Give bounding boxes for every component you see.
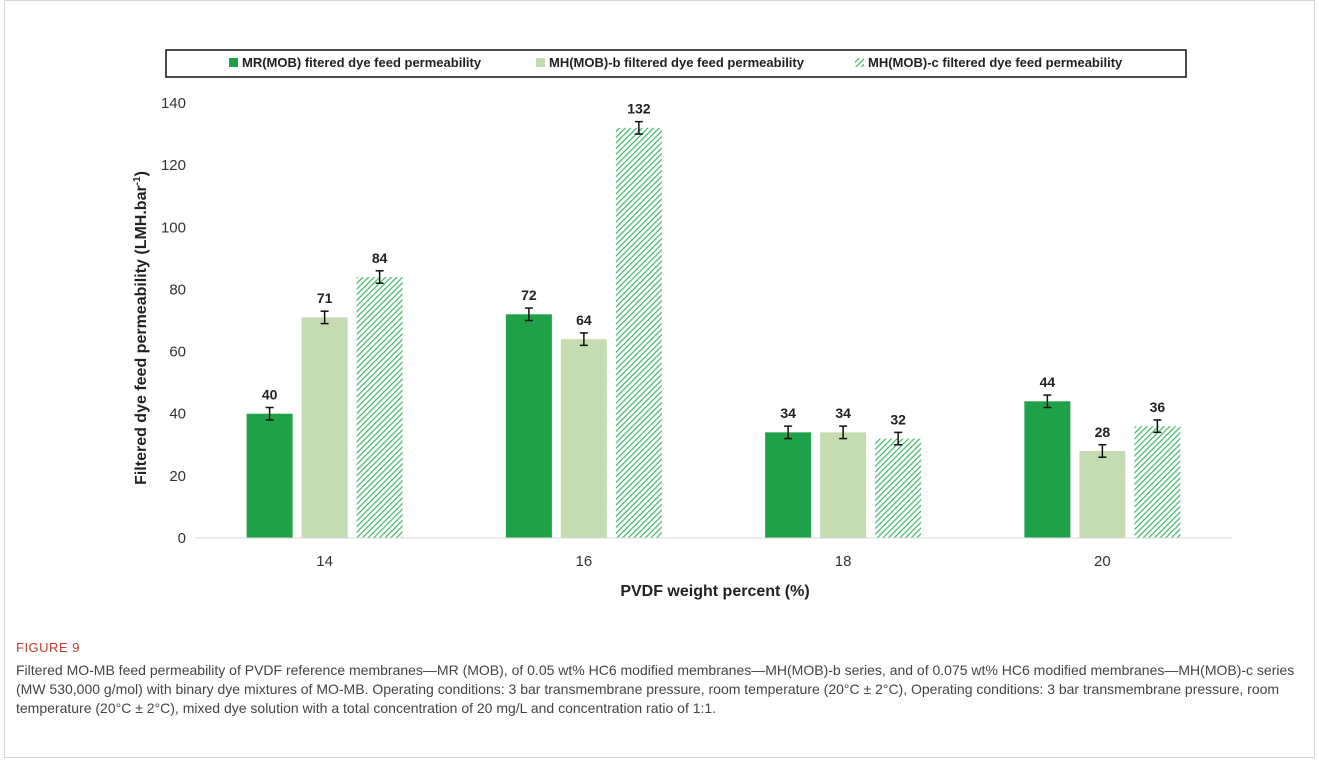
bar-16-series-1 [505,314,552,538]
data-label: 36 [1150,399,1166,415]
legend-label: MR(MOB) fitered dye feed permeability [242,55,482,70]
bar-14-series-1 [246,413,293,538]
y-tick-label: 80 [169,281,186,298]
figure-frame [4,0,1315,758]
legend-swatch [536,58,545,67]
y-tick-label: 140 [161,95,186,112]
data-label: 132 [627,101,651,117]
bar-18-series-1 [765,432,812,538]
bar-14-series-3 [356,277,403,538]
data-label: 71 [317,290,333,306]
bar-20-series-3 [1134,426,1181,538]
data-label: 32 [890,411,906,427]
legend-label: MH(MOB)-b filtered dye feed permeability [549,55,805,70]
y-axis: 0 20 40 60 80 100 120 140 [161,95,186,547]
chart-legend: MR(MOB) fitered dye feed permeability MH(… [165,49,1187,78]
legend-label: MH(MOB)-c filtered dye feed permeability [868,55,1123,70]
data-label: 84 [372,250,388,266]
bar-14-series-2 [301,317,348,538]
figure-caption: FIGURE 9 Filtered MO-MB feed permeabilit… [16,640,1306,718]
x-tick-label: 20 [1094,553,1111,570]
data-label: 72 [521,287,537,303]
data-label: 40 [262,387,278,403]
bar-chart: MR(MOB) fitered dye feed permeability MH(… [132,49,1232,600]
bar-20-series-2 [1079,451,1126,538]
data-label: 28 [1095,424,1111,440]
x-axis-title: PVDF weight percent (%) [620,583,809,600]
bar-18-series-3 [875,438,922,538]
data-label: 34 [835,405,851,421]
legend-swatch [855,58,864,67]
bar-16-series-3 [615,127,662,538]
y-tick-label: 60 [169,344,186,361]
x-tick-label: 18 [835,553,852,570]
data-label: 44 [1040,374,1056,390]
figure-label: FIGURE 9 [16,640,80,655]
y-tick-label: 0 [178,530,186,547]
y-tick-label: 120 [161,157,186,174]
x-tick-label: 16 [576,553,593,570]
legend-swatch [229,58,238,67]
y-tick-label: 20 [169,468,186,485]
y-tick-label: 40 [169,406,186,423]
figure-caption-text: Filtered MO-MB feed permeability of PVDF… [16,662,1295,716]
bar-20-series-1 [1024,401,1071,538]
y-axis-title: Filtered dye feed permeability (LMH.bar-… [132,171,150,485]
data-label: 64 [576,312,592,328]
y-tick-label: 100 [161,219,186,236]
data-label: 34 [780,405,796,421]
legend-box [165,49,1187,78]
x-axis: 14 16 18 20 [195,537,1232,570]
bars-group: 40 71 84 72 64 132 34 34 32 44 28 36 [246,101,1181,538]
bar-18-series-2 [820,432,867,538]
x-tick-label: 14 [316,553,333,570]
bar-16-series-2 [560,339,607,538]
